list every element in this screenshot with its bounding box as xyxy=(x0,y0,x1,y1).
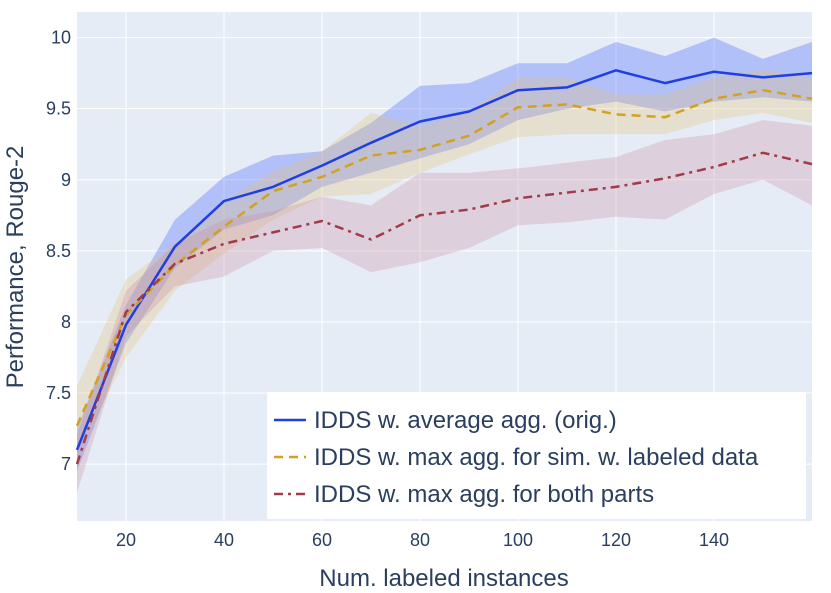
legend-label-0: IDDS w. average agg. (orig.) xyxy=(314,407,617,434)
series-2-band xyxy=(77,120,812,493)
x-tick-label: 80 xyxy=(410,530,430,550)
legend: IDDS w. average agg. (orig.) IDDS w. max … xyxy=(267,392,806,519)
x-tick-label: 120 xyxy=(601,530,631,550)
legend-label-1: IDDS w. max agg. for sim. w. labeled dat… xyxy=(314,444,759,471)
y-axis-title: Performance, Rouge-2 xyxy=(2,146,29,389)
grid xyxy=(77,12,812,521)
series-0-line xyxy=(75,69,813,451)
series-2-line xyxy=(75,151,813,465)
x-axis-title: Num. labeled instances xyxy=(319,565,568,592)
y-tick-label: 7 xyxy=(61,454,71,474)
y-tick-label: 10 xyxy=(51,28,71,48)
series-lines xyxy=(75,69,813,465)
x-tick-label: 60 xyxy=(312,530,332,550)
legend-label-2: IDDS w. max agg. for both parts xyxy=(314,481,654,508)
series-0-band xyxy=(77,37,812,472)
legend-items: IDDS w. average agg. (orig.) IDDS w. max … xyxy=(274,407,759,508)
y-tick-label: 9.5 xyxy=(46,99,71,119)
y-tick-label: 8.5 xyxy=(46,241,71,261)
y-axis-ticks: 7 7.5 8 8.5 9 9.5 10 xyxy=(46,28,71,475)
x-axis-ticks: 20 40 60 80 100 120 140 xyxy=(116,530,729,550)
legend-box xyxy=(267,392,806,519)
x-tick-label: 100 xyxy=(503,530,533,550)
confidence-bands xyxy=(77,37,812,493)
x-tick-label: 140 xyxy=(699,530,729,550)
y-tick-label: 8 xyxy=(61,312,71,332)
series-1-band xyxy=(77,68,812,458)
y-tick-label: 7.5 xyxy=(46,383,71,403)
x-tick-label: 20 xyxy=(116,530,136,550)
y-tick-label: 9 xyxy=(61,170,71,190)
x-tick-label: 40 xyxy=(214,530,234,550)
